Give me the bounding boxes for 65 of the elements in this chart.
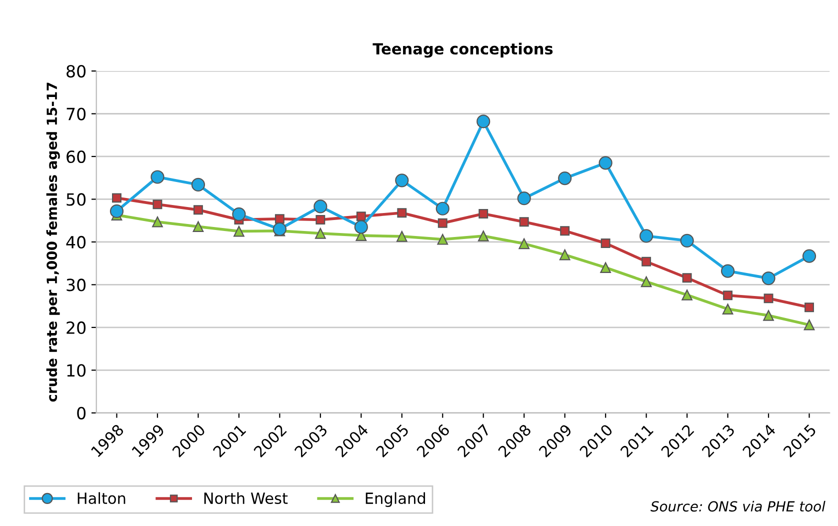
- point: [518, 238, 530, 250]
- point: [517, 192, 531, 206]
- point: [640, 229, 654, 243]
- point: [600, 238, 610, 248]
- legend-label: Halton: [78, 492, 126, 504]
- point: [397, 208, 407, 218]
- point: [193, 205, 203, 215]
- y-tick-label: 30: [66, 278, 86, 292]
- point: [192, 221, 204, 232]
- point: [395, 174, 409, 188]
- legend-label: England: [366, 492, 426, 507]
- point: [560, 226, 570, 236]
- point: [804, 319, 815, 330]
- point: [438, 218, 448, 228]
- point: [598, 156, 612, 170]
- y-tick-label: 80: [66, 64, 86, 78]
- point: [720, 264, 735, 278]
- point: [762, 271, 776, 286]
- y-tick-label: 20: [66, 321, 86, 334]
- point: [315, 228, 326, 239]
- point: [642, 256, 652, 266]
- point: [396, 230, 408, 242]
- point: [316, 215, 326, 224]
- point: [476, 114, 490, 128]
- y-tick-label: 70: [66, 108, 86, 120]
- point: [437, 234, 448, 245]
- point: [802, 249, 816, 263]
- point: [150, 170, 164, 184]
- point: [232, 207, 246, 221]
- point: [559, 249, 570, 260]
- source-note: Source: ONS via PHE tool: [650, 500, 826, 512]
- point: [478, 209, 488, 218]
- point: [152, 216, 163, 228]
- point: [519, 217, 529, 227]
- point: [112, 193, 122, 203]
- legend-label: North West: [204, 492, 288, 504]
- y-axis-title: crude rate per 1,000 females aged 15-17: [46, 82, 60, 402]
- point: [354, 220, 368, 234]
- point: [191, 178, 206, 192]
- point: [272, 222, 286, 236]
- point: [682, 273, 692, 283]
- y-tick-label: 50: [66, 193, 86, 206]
- point: [764, 294, 774, 304]
- point: [600, 262, 611, 274]
- point: [314, 200, 328, 214]
- point: [478, 230, 489, 242]
- point: [274, 214, 284, 224]
- point: [436, 202, 450, 216]
- point: [723, 290, 732, 300]
- chart-title: Teenage conceptions: [372, 42, 553, 58]
- y-tick-label: 0: [77, 406, 86, 420]
- y-tick-label: 60: [66, 150, 86, 164]
- point: [110, 204, 124, 218]
- point: [558, 171, 572, 186]
- point: [680, 234, 694, 248]
- y-tick-label: 40: [66, 236, 86, 249]
- point: [682, 290, 692, 300]
- point: [640, 276, 652, 288]
- point: [234, 226, 244, 237]
- point: [356, 212, 366, 222]
- point: [763, 310, 774, 321]
- point: [804, 302, 814, 312]
- point: [152, 200, 162, 210]
- y-tick-label: 10: [67, 364, 86, 377]
- point: [722, 304, 734, 314]
